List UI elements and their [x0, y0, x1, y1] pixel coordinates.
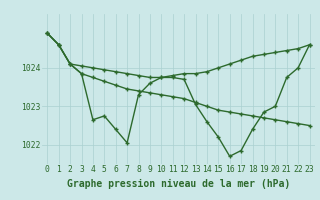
X-axis label: Graphe pression niveau de la mer (hPa): Graphe pression niveau de la mer (hPa)	[67, 179, 290, 189]
